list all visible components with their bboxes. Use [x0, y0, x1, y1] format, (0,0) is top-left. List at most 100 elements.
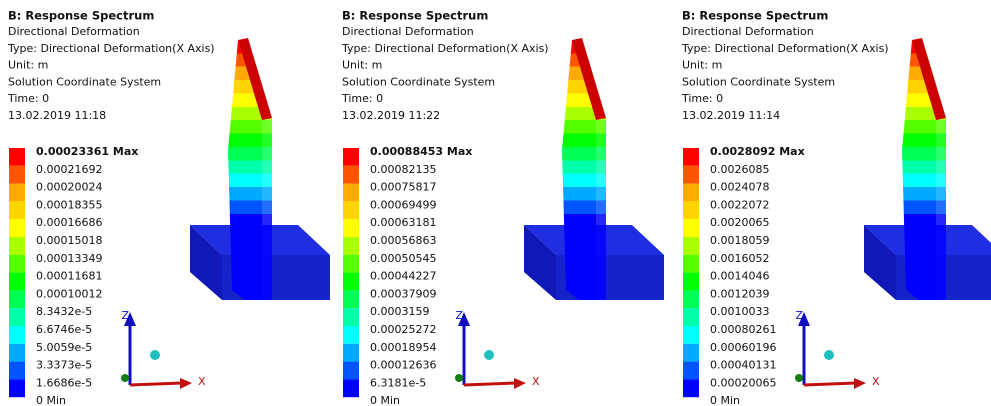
legend-band — [683, 362, 699, 380]
legend-band — [343, 362, 359, 380]
legend-label: 0.00021692 — [36, 163, 102, 176]
result-info: Time: 0 — [341, 92, 383, 105]
legend-label: 0.0018059 — [710, 234, 770, 247]
x-label: X — [532, 375, 540, 388]
legend-band — [683, 379, 699, 397]
screenshot: B: Response Spectrum Directional Deformat… — [0, 0, 991, 406]
legend-band — [343, 379, 359, 397]
legend-band — [343, 290, 359, 308]
result-info: Solution Coordinate System — [682, 75, 835, 88]
legend-label: 0.0024078 — [710, 181, 770, 194]
legend-band — [683, 326, 699, 344]
legend-band — [683, 219, 699, 237]
legend-label: 0.00069499 — [370, 198, 436, 211]
legend-label: 0.00018355 — [36, 198, 102, 211]
result-info: 13.02.2019 11:22 — [342, 109, 440, 122]
legend-label: 0.0014046 — [710, 270, 770, 283]
result-info: 13.02.2019 11:14 — [682, 109, 780, 122]
legend-band — [683, 255, 699, 273]
legend-label: 0.00063181 — [370, 216, 436, 229]
x-arrow — [180, 378, 192, 389]
legend-band — [9, 273, 25, 291]
result-info: Directional Deformation — [8, 25, 140, 38]
legend-band — [683, 290, 699, 308]
legend-band — [9, 379, 25, 397]
legend-band — [683, 148, 699, 166]
legend-label: 0.0028092 Max — [710, 145, 805, 158]
legend-band — [9, 308, 25, 326]
legend-label: 0 Min — [370, 394, 400, 406]
legend-band — [9, 255, 25, 273]
legend-label: 0.0020065 — [710, 216, 770, 229]
triad-origin — [455, 374, 463, 382]
legend-band — [9, 148, 25, 166]
result-info: Type: Directional Deformation(X Axis) — [7, 42, 215, 55]
legend-band — [343, 219, 359, 237]
legend-label: 0.00020065 — [710, 376, 776, 389]
x-axis — [804, 383, 856, 385]
legend-label: 3.3373e-5 — [36, 359, 92, 372]
legend-label: 0.0003159 — [370, 305, 430, 318]
legend-label: 0.00010012 — [36, 287, 102, 300]
result-info: Directional Deformation — [342, 25, 474, 38]
legend-label: 0.00012636 — [370, 359, 436, 372]
result-info: 13.02.2019 11:18 — [8, 109, 106, 122]
legend-label: 1.6686e-5 — [36, 376, 92, 389]
legend-label: 6.6746e-5 — [36, 323, 92, 336]
z-label: Z — [455, 309, 463, 322]
legend-label: 0.00088453 Max — [370, 145, 472, 158]
legend-band — [9, 290, 25, 308]
triad-sphere — [484, 350, 494, 360]
legend-label: 0.00020024 — [36, 181, 102, 194]
triad-sphere — [824, 350, 834, 360]
legend-label: 0.0012039 — [710, 287, 770, 300]
legend-label: 0.00082135 — [370, 163, 436, 176]
legend-label: 0.0026085 — [710, 163, 770, 176]
result-info: Time: 0 — [7, 92, 49, 105]
legend-band — [683, 273, 699, 291]
legend-label: 6.3181e-5 — [370, 376, 426, 389]
x-axis — [130, 383, 182, 385]
result-info: Unit: m — [682, 59, 722, 72]
x-axis — [464, 383, 516, 385]
legend-label: 0.00050545 — [370, 252, 436, 265]
legend-band — [9, 201, 25, 219]
legend-label: 0.0016052 — [710, 252, 770, 265]
result-info: Time: 0 — [681, 92, 723, 105]
triad-origin — [795, 374, 803, 382]
legend-label: 0.00011681 — [36, 270, 102, 283]
legend-label: 0 Min — [710, 394, 740, 406]
legend-label: 0.00080261 — [710, 323, 776, 336]
legend-label: 0.00016686 — [36, 216, 102, 229]
legend-band — [9, 166, 25, 184]
legend-band — [683, 166, 699, 184]
legend-band — [9, 237, 25, 255]
legend-band — [343, 184, 359, 202]
legend-label: 0.00044227 — [370, 270, 436, 283]
result-info: Type: Directional Deformation(X Axis) — [681, 42, 889, 55]
legend-band — [683, 237, 699, 255]
legend-label: 0.00023361 Max — [36, 145, 138, 158]
x-arrow — [854, 378, 866, 389]
legend-band — [343, 201, 359, 219]
result-title: B: Response Spectrum — [682, 9, 828, 23]
legend-band — [683, 201, 699, 219]
z-label: Z — [121, 309, 129, 322]
legend-label: 0.00037909 — [370, 287, 436, 300]
legend-band — [343, 148, 359, 166]
legend-label: 0.00056863 — [370, 234, 436, 247]
legend-band — [683, 308, 699, 326]
legend-label: 0.00025272 — [370, 323, 436, 336]
x-arrow — [514, 378, 526, 389]
result-info: Unit: m — [8, 59, 48, 72]
triad-sphere — [150, 350, 160, 360]
legend-label: 0.00015018 — [36, 234, 102, 247]
legend-band — [343, 237, 359, 255]
result-info: Type: Directional Deformation(X Axis) — [341, 42, 549, 55]
legend-band — [683, 184, 699, 202]
result-info: Solution Coordinate System — [8, 75, 161, 88]
legend-label: 0.00075817 — [370, 181, 436, 194]
x-label: X — [872, 375, 880, 388]
legend-band — [9, 362, 25, 380]
legend-band — [9, 344, 25, 362]
